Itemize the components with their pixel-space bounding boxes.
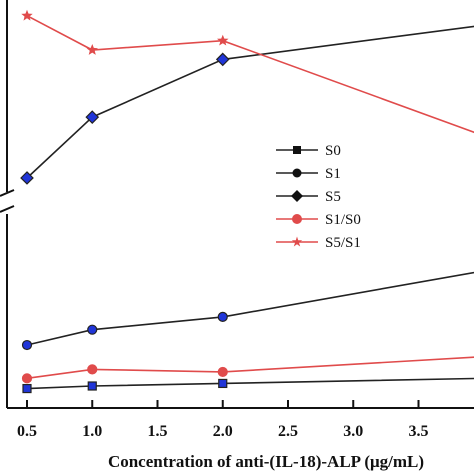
x-tick-label: 3.0	[343, 423, 363, 440]
x-tick-label: 2.5	[278, 423, 298, 440]
data-point	[217, 366, 228, 378]
data-point	[218, 378, 228, 389]
data-point	[217, 34, 229, 46]
plot-frame	[0, 0, 474, 409]
data-point	[21, 339, 33, 351]
data-point	[20, 171, 34, 185]
legend-label-s5: S5	[325, 189, 341, 205]
series-s0	[22, 377, 474, 394]
axis-break-marks	[0, 189, 15, 213]
legend-label-s1-s0: S1/S0	[325, 212, 361, 228]
data-point	[22, 383, 32, 394]
legend-label-s5-s1: S5/S1	[325, 235, 361, 251]
series-line	[26, 356, 474, 380]
series-layer	[20, 9, 474, 394]
series-s1-s0	[21, 356, 474, 384]
x-tick-label: 1.0	[82, 423, 102, 440]
series-s5-s1	[21, 9, 474, 134]
series-s5	[20, 25, 474, 185]
x-tick-label: 0.5	[17, 423, 37, 440]
legend-entry-s1: S1	[276, 166, 341, 182]
x-ticks: 0.51.01.52.02.53.03.54	[17, 400, 429, 440]
series-line	[26, 377, 474, 390]
x-tick-label: 2.0	[213, 423, 233, 440]
series-line	[26, 271, 474, 346]
legend-label-s0: S0	[325, 143, 341, 159]
data-point	[87, 364, 98, 375]
data-point	[87, 324, 98, 335]
x-tick-label: 3.5	[409, 423, 429, 440]
data-point	[87, 381, 97, 391]
data-point	[215, 52, 230, 67]
x-axis-title: Concentration of anti-(IL-18)-ALP (μg/mL…	[108, 452, 424, 471]
x-tick-label: 1.5	[148, 423, 168, 440]
data-point	[21, 9, 33, 21]
legend-entry-s5-s1: S5/S1	[276, 235, 361, 251]
legend-entry-s0: S0	[276, 143, 341, 159]
series-line	[26, 14, 474, 134]
legend: S0 S1 S5 S1/S0 S5/S1	[276, 143, 361, 251]
series-line	[26, 25, 474, 179]
legend-entry-s1-s0: S1/S0	[276, 212, 361, 228]
data-point	[85, 110, 100, 124]
data-point	[21, 373, 33, 384]
series-s1	[21, 271, 474, 351]
legend-entry-s5: S5	[276, 189, 341, 205]
data-point	[86, 44, 98, 55]
legend-label-s1: S1	[325, 166, 341, 182]
data-point	[217, 311, 228, 322]
